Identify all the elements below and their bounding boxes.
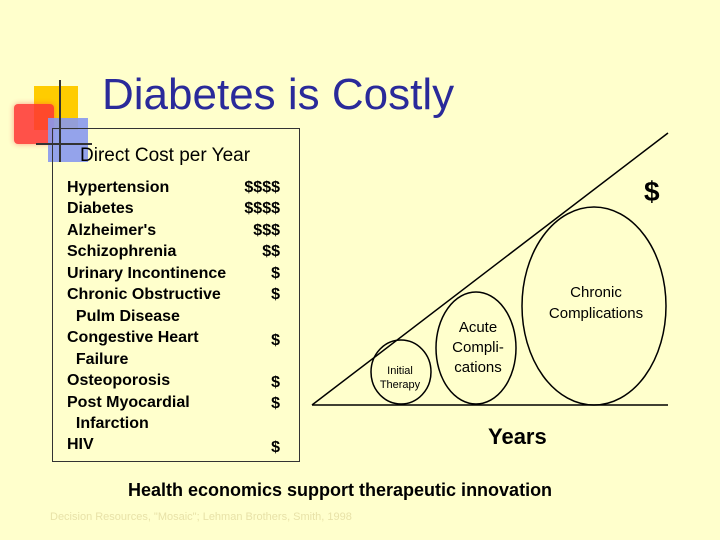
condition-label: Alzheimer's (67, 222, 157, 239)
condition-cost: $$$$ (244, 200, 280, 217)
cost-table-heading: Direct Cost per Year (80, 145, 251, 166)
chronic-complications-label: Chronic Complications (530, 282, 662, 324)
chronic-label-line: Chronic (570, 284, 622, 301)
cost-dollar-label: $ (644, 176, 660, 207)
condition-cost: $ (271, 332, 280, 349)
condition-label: Urinary Incontinence (67, 265, 227, 282)
decor-blue-square (48, 118, 88, 162)
cost-trend-line (311, 132, 669, 406)
slide-title: Diabetes is Costly (102, 70, 455, 119)
acute-complications-circle (435, 291, 517, 405)
chronic-label-line: Complications (548, 305, 644, 322)
years-axis-label: Years (488, 424, 547, 449)
condition-cost: $ (271, 374, 280, 391)
condition-cost: $$ (262, 243, 280, 260)
acute-complications-label: Acute Compli- cations (438, 318, 518, 378)
decor-vertical-line (59, 80, 61, 162)
condition-cost: $$$$ (244, 179, 280, 196)
acute-label-line: Compli- (452, 339, 504, 356)
acute-label-line: cations (454, 359, 502, 376)
condition-label: Osteoporosis (67, 372, 171, 389)
condition-label: Post Myocardial (67, 394, 190, 411)
source-citation: Decision Resources, "Mosaic"; Lehman Bro… (50, 511, 352, 523)
conclusion-text: Health economics support therapeutic inn… (128, 480, 553, 500)
initial-therapy-label: Initial Therapy (368, 364, 432, 392)
condition-cost: $ (271, 395, 280, 412)
condition-label: Failure (67, 351, 129, 368)
chronic-complications-circle (521, 206, 667, 406)
decor-horizontal-line (36, 143, 92, 145)
condition-cost: $ (271, 286, 280, 303)
condition-cost: $$$ (253, 222, 280, 239)
condition-cost: $ (271, 439, 280, 456)
initial-therapy-circle (370, 339, 432, 405)
condition-label: Hypertension (67, 179, 170, 196)
initial-label-line: Initial (387, 365, 413, 377)
condition-label: Infarction (67, 415, 149, 432)
condition-label: Diabetes (67, 200, 134, 217)
acute-label-line: Acute (458, 319, 498, 336)
decor-red-square (14, 104, 54, 144)
condition-label: HIV (67, 436, 94, 453)
initial-label-line: Therapy (379, 379, 421, 391)
cost-table-frame (52, 128, 300, 462)
condition-label: Pulm Disease (67, 308, 180, 325)
condition-label: Congestive Heart (67, 329, 199, 346)
condition-label: Chronic Obstructive (67, 286, 221, 303)
condition-cost: $ (271, 265, 280, 282)
condition-label: Schizophrenia (67, 243, 177, 260)
